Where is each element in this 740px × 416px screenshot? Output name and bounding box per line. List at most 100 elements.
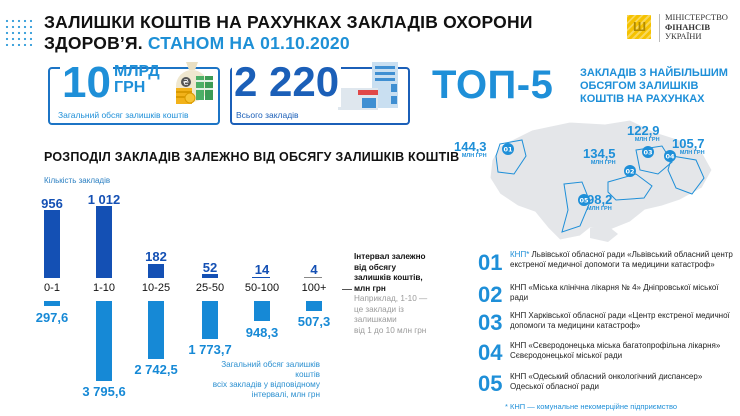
amount-value: 507,3 <box>297 314 331 329</box>
interval-label: 1-10 <box>92 282 116 294</box>
example-line1: Наприклад, 1-10 — <box>354 294 428 303</box>
total-amount-caption: Загальний обсяг залишків коштів <box>58 110 189 120</box>
map-value: 134,5 <box>583 146 616 161</box>
amount-legend: Загальний обсяг залишків коштів всіх зак… <box>196 360 320 400</box>
rank-number: 01 <box>478 250 503 275</box>
page-title: ЗАЛИШКИ КОШТІВ НА РАХУНКАХ ЗАКЛАДІВ ОХОР… <box>44 12 533 54</box>
title-line-1: ЗАЛИШКИ КОШТІВ НА РАХУНКАХ ЗАКЛАДІВ ОХОР… <box>44 12 533 32</box>
map-value: 144,3 <box>454 139 487 154</box>
svg-text:04: 04 <box>665 153 675 161</box>
title-text: ЗДОРОВ’Я. <box>44 33 143 53</box>
amount-bar <box>254 301 270 321</box>
title-date: СТАНОМ НА 01.10.2020 <box>147 33 350 53</box>
unit-line1: МЛРД <box>114 63 160 80</box>
amount-value: 297,6 <box>35 310 69 325</box>
svg-text:02: 02 <box>625 168 634 176</box>
total-institutions-value: 2 220 <box>232 57 342 107</box>
count-bar <box>202 274 218 278</box>
amount-value: 1 773,7 <box>188 342 232 357</box>
map-label-01: 144,3 МЛН ГРН <box>454 140 487 159</box>
map-unit: МЛН ГРН <box>634 137 660 143</box>
ministry-name-line1: МІНІСТЕРСТВО <box>665 12 728 22</box>
top5-item: КНП Харківської обласної ради «Центр екс… <box>510 311 730 330</box>
count-bar <box>304 277 322 278</box>
interval-legend-line4: млн грн <box>354 283 386 293</box>
ukraine-map: 01 02 03 04 05 <box>489 119 713 242</box>
count-axis-label: Кількість закладів <box>44 176 111 185</box>
top5-subheading: ЗАКЛАДІВ З НАЙБІЛЬШИМ ОБСЯГОМ ЗАЛИШКІВ К… <box>580 67 728 106</box>
amount-bar <box>202 301 218 339</box>
svg-text:₴: ₴ <box>183 78 189 87</box>
count-value: 14 <box>254 262 270 277</box>
interval-label: 50-100 <box>244 282 280 294</box>
total-amount-card <box>48 67 220 125</box>
rank-number: 05 <box>478 371 503 396</box>
interval-example-note: Наприклад, 1-10 — це заклади із залишкам… <box>354 294 444 336</box>
interval-label: 0-1 <box>44 282 60 294</box>
count-bar <box>96 206 112 278</box>
hospital-building-icon <box>338 62 398 110</box>
amount-legend-line2: всіх закладів у відповідному <box>212 380 320 389</box>
amount-bar <box>306 301 322 311</box>
map-label-05: 98,2 МЛН ГРН <box>587 193 612 212</box>
decorative-dots <box>4 18 32 46</box>
map-value: 122,9 <box>627 123 660 138</box>
map-unit: МЛН ГРН <box>679 150 705 156</box>
interval-legend-line1: Інтервал залежно <box>354 252 426 261</box>
svg-text:03: 03 <box>643 149 652 157</box>
rank-number: 03 <box>478 310 503 335</box>
example-line2: це заклади із <box>354 304 404 314</box>
svg-text:01: 01 <box>503 146 513 154</box>
example-line4: від 1 до 10 млн грн <box>354 325 427 335</box>
amount-bar <box>148 301 164 359</box>
top5-sub-line1: ЗАКЛАДІВ З НАЙБІЛЬШИМ <box>580 67 728 79</box>
count-bar <box>44 210 60 278</box>
interval-legend: Інтервал залежно від обсягу залишків кош… <box>354 252 444 294</box>
interval-legend-line2: від обсягу <box>354 262 397 272</box>
total-amount-unit: МЛРД ГРН <box>114 64 160 96</box>
rank-number: 02 <box>478 282 503 307</box>
top5-item: КНП «Сєвєродонецька міська багатопрофіль… <box>510 341 721 360</box>
map-pin-icon: 01 02 03 04 05 <box>502 143 676 206</box>
trident-icon: Ш <box>633 19 647 34</box>
count-value: 52 <box>202 260 218 275</box>
count-value: 1 012 <box>87 192 121 207</box>
interval-label: 10-25 <box>141 282 171 294</box>
top5-sub-line2: ОБСЯГОМ ЗАЛИШКІВ <box>580 80 699 92</box>
interval-label: 100+ <box>301 282 327 294</box>
amount-value: 2 742,5 <box>134 362 178 377</box>
svg-text:05: 05 <box>579 197 589 205</box>
ministry-name-line2: ФІНАНСІВ <box>665 21 711 32</box>
map-unit: МЛН ГРН <box>587 206 612 212</box>
interval-legend-line3: залишків коштів, <box>354 273 423 282</box>
top5-item: КНП «Одеський обласний онкологічний дисп… <box>510 372 703 391</box>
footnote: * КНП — комунальне некомерційне підприєм… <box>505 402 678 411</box>
total-amount-value: 10 <box>60 57 113 109</box>
count-bar <box>252 277 270 278</box>
logo-divider <box>659 14 660 42</box>
money-bag-icon: ₴ <box>176 62 213 104</box>
amount-value: 948,3 <box>245 325 279 340</box>
chart-title: РОЗПОДІЛ ЗАКЛАДІВ ЗАЛЕЖНО ВІД ОБСЯГУ ЗАЛ… <box>44 150 460 164</box>
total-institutions-caption: Всього закладів <box>236 110 299 120</box>
map-value: 98,2 <box>587 192 613 207</box>
unit-line2: ГРН <box>114 79 146 96</box>
ministry-logo <box>627 15 651 39</box>
map-label-02: 134,5 МЛН ГРН <box>583 147 616 166</box>
legend-connector <box>342 289 352 290</box>
top5-item: КНП «Міська клінічна лікарня № 4» Дніпро… <box>510 283 719 302</box>
map-unit: МЛН ГРН <box>590 160 616 166</box>
ministry-name: МІНІСТЕРСТВО ФІНАНСІВ УКРАЇНИ <box>665 12 728 42</box>
ministry-name-line3: УКРАЇНИ <box>665 31 702 41</box>
example-line3: залишками <box>354 315 397 324</box>
count-value: 4 <box>310 262 318 277</box>
count-bar <box>148 264 164 278</box>
amount-legend-line1: Загальний обсяг залишків коштів <box>221 360 320 379</box>
knp-prefix: КНП* <box>510 250 530 259</box>
top5-item: КНП* Львівської обласної ради «Львівськи… <box>510 250 735 270</box>
count-value: 956 <box>41 196 63 211</box>
amount-value: 3 795,6 <box>82 384 126 399</box>
amount-legend-line3: інтервалі, млн грн <box>251 390 320 399</box>
top5-heading: ТОП-5 <box>432 63 554 107</box>
rank-number: 04 <box>478 340 503 365</box>
